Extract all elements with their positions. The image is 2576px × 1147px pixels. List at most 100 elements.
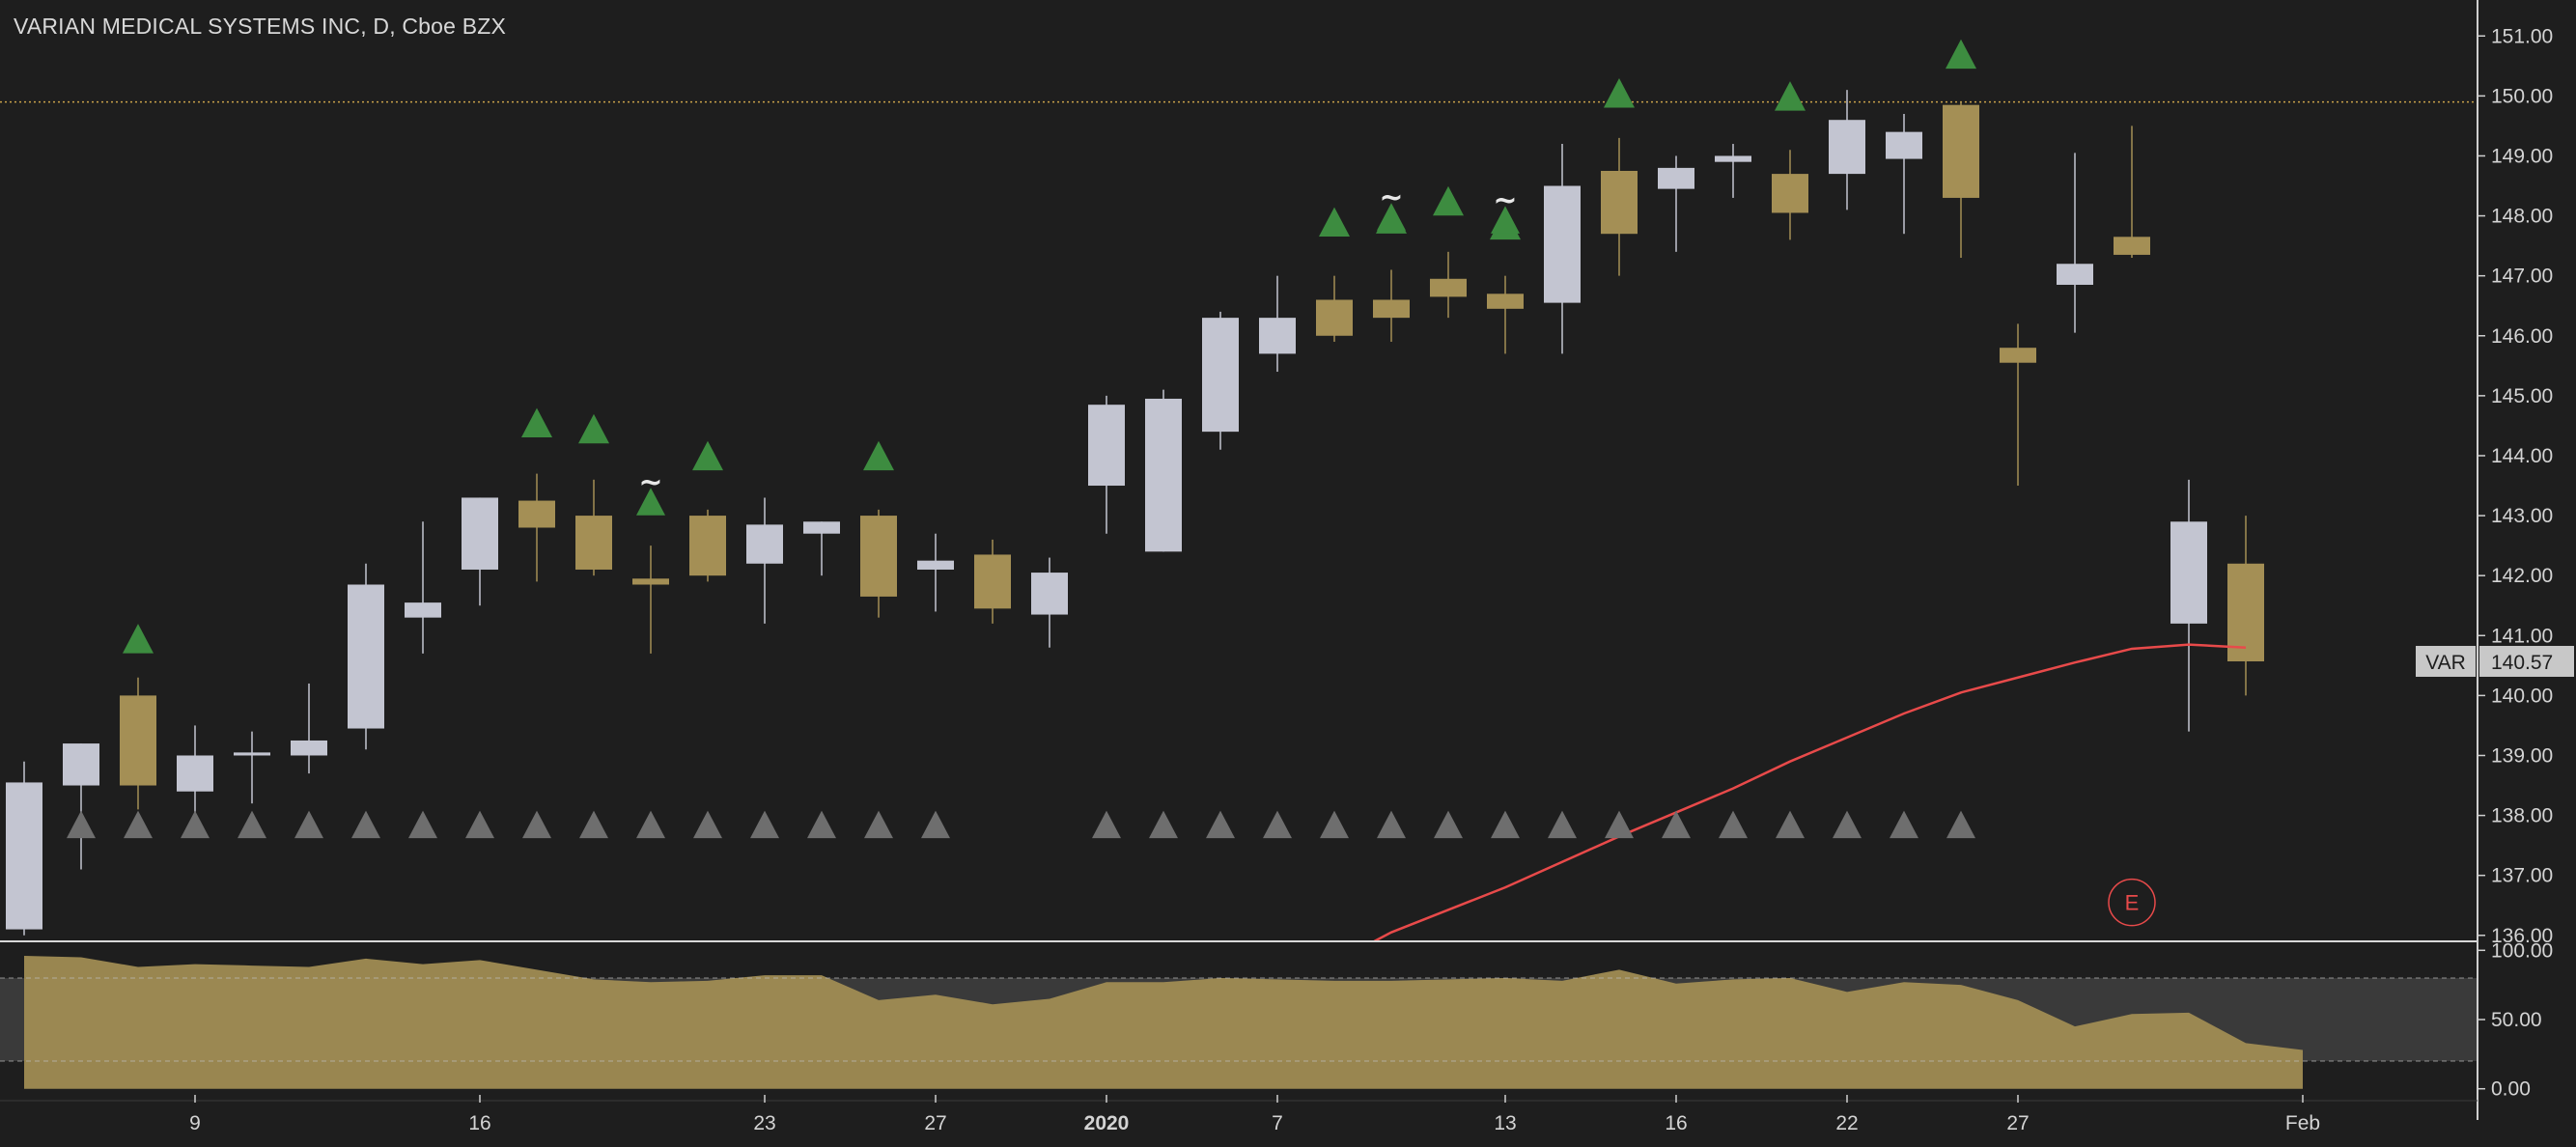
candle-body [6, 782, 42, 930]
candle [63, 743, 99, 870]
neutral-signal-marker [807, 810, 836, 839]
candle-body [462, 497, 498, 570]
candle-body [234, 752, 270, 756]
candle [1430, 251, 1467, 319]
tilde-signal-marker [1491, 206, 1520, 234]
neutral-signal-marker [522, 810, 551, 839]
candle-body [1943, 104, 1979, 198]
neutral-signal-marker [1092, 810, 1121, 839]
candle-body [1829, 120, 1865, 175]
candle-body [120, 695, 156, 786]
candle [860, 509, 897, 618]
neutral-signal-marker [1662, 810, 1691, 839]
candle-body [1202, 318, 1239, 433]
neutral-signal-marker [1434, 810, 1463, 839]
candle [1886, 113, 1922, 235]
candle [917, 533, 954, 612]
neutral-signal-marker [1206, 810, 1235, 839]
candle [1601, 137, 1638, 276]
buy-signal-marker [1433, 185, 1464, 216]
buy-signal-marker [1319, 207, 1350, 237]
time-tick-label: Feb [2285, 1112, 2320, 1134]
candle [1943, 101, 1979, 259]
earnings-label: E [2125, 891, 2140, 915]
candle-body [1430, 278, 1467, 297]
oscillator-tick-label: 0.00 [2491, 1078, 2531, 1101]
neutral-signal-marker [579, 810, 608, 839]
buy-signal-marker [123, 624, 154, 654]
time-tick-label: 27 [924, 1112, 946, 1134]
candle-body [689, 516, 726, 576]
candle [632, 546, 669, 654]
price-tick-label: 147.00 [2491, 266, 2553, 288]
candle-body [1715, 155, 1751, 162]
candle-body [917, 560, 954, 570]
candle-body [2114, 237, 2150, 255]
candle [6, 761, 42, 936]
candle [1145, 389, 1182, 552]
candle-body [405, 602, 441, 618]
candle-body [575, 516, 612, 570]
time-tick-label: 16 [1665, 1112, 1687, 1134]
main-pane: ~ ~ ~ E [0, 39, 2478, 941]
neutral-signal-marker [408, 810, 437, 839]
time-tick-label: 9 [189, 1112, 201, 1134]
candle [974, 539, 1011, 624]
last-price-label: 140.57 [2491, 652, 2553, 674]
candle-body [1772, 174, 1808, 213]
neutral-signal-marker [864, 810, 893, 839]
neutral-signal-marker [238, 810, 266, 839]
price-tick-label: 140.00 [2491, 685, 2553, 707]
candle-body [860, 516, 897, 597]
candle [405, 521, 441, 654]
neutral-signal-marker [1548, 810, 1577, 839]
price-tick-label: 146.00 [2491, 325, 2553, 348]
price-tick-label: 136.00 [2491, 925, 2553, 947]
candle [1544, 144, 1581, 354]
price-tick-label: 151.00 [2491, 25, 2553, 47]
neutral-signal-marker [921, 810, 950, 839]
neutral-signal-marker [294, 810, 323, 839]
chart-title: VARIAN MEDICAL SYSTEMS INC, D, Cboe BZX [14, 14, 507, 39]
candle [1373, 269, 1410, 342]
time-tick-label: 7 [1272, 1112, 1283, 1134]
price-tick-label: 142.00 [2491, 565, 2553, 587]
price-tick-label: 143.00 [2491, 505, 2553, 527]
neutral-signal-marker [1776, 810, 1805, 839]
candle [1316, 275, 1353, 342]
candle-body [1031, 573, 1068, 615]
candle [177, 725, 213, 834]
price-tick-label: 150.00 [2491, 85, 2553, 107]
buy-signal-marker [863, 440, 894, 471]
neutral-signal-marker [67, 810, 96, 839]
buy-signal-marker [1604, 78, 1635, 108]
candle [234, 731, 270, 804]
neutral-signal-marker [181, 810, 210, 839]
candle [1658, 155, 1694, 252]
candle [1259, 275, 1296, 373]
candle [575, 479, 612, 576]
candle-body [63, 743, 99, 786]
candle [1715, 144, 1751, 198]
candle [689, 509, 726, 582]
candle-body [2227, 563, 2264, 661]
candle-body [1373, 299, 1410, 319]
oscillator-tick-label: 100.00 [2491, 939, 2553, 962]
candle [2170, 479, 2207, 732]
candle [803, 521, 840, 576]
neutral-signal-marker [351, 810, 380, 839]
time-tick-label: 27 [2006, 1112, 2029, 1134]
candle-body [1487, 294, 1524, 309]
neutral-signal-marker [636, 810, 665, 839]
candle-body [291, 740, 327, 756]
price-tick-label: 141.00 [2491, 625, 2553, 647]
candle [1829, 90, 1865, 210]
candle [1202, 311, 1239, 450]
candle [1088, 395, 1125, 534]
neutral-signal-marker [1833, 810, 1862, 839]
oscillator-tick-label: 50.00 [2491, 1009, 2542, 1031]
buy-signal-marker [521, 407, 552, 438]
candle-body [177, 755, 213, 792]
